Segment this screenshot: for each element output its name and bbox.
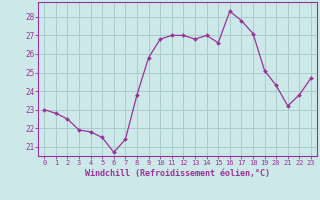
X-axis label: Windchill (Refroidissement éolien,°C): Windchill (Refroidissement éolien,°C) xyxy=(85,169,270,178)
